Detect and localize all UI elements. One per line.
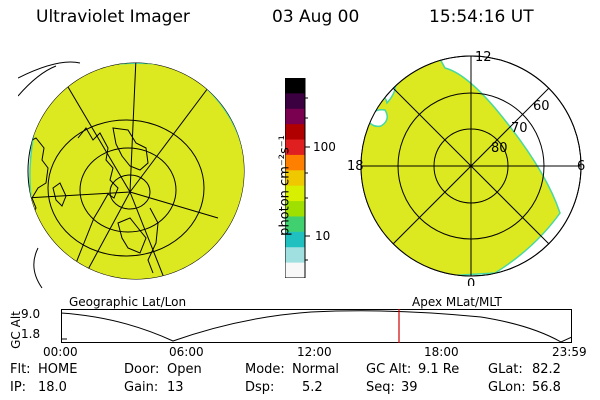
mlt-label-0: 0 bbox=[467, 277, 475, 286]
instrument-title: Ultraviolet Imager bbox=[36, 7, 190, 27]
altitude-plot: GC Alt 9.0 1.8 00:00 06:00 12:00 18:00 2… bbox=[0, 305, 600, 365]
glat-value: 82.2 bbox=[532, 362, 561, 377]
ip-label: IP: bbox=[10, 380, 27, 395]
altitude-xtick-2359: 23:59 bbox=[552, 345, 587, 359]
observation-date: 03 Aug 00 bbox=[272, 7, 360, 27]
colorbar-scale bbox=[284, 77, 310, 279]
altitude-xtick-1200: 12:00 bbox=[297, 345, 332, 359]
altitude-xtick-0000: 00:00 bbox=[43, 345, 78, 359]
gc-alt-value: 9.1 Re bbox=[418, 362, 460, 377]
colorbar-swatch bbox=[285, 78, 305, 94]
colorbar-unit-label: photon cm⁻²s⁻¹ bbox=[277, 135, 293, 236]
colorbar-tick-10: 10 bbox=[315, 229, 331, 243]
flt-value: HOME bbox=[38, 362, 78, 377]
glat-label: GLat: bbox=[488, 362, 523, 377]
altitude-xtick-1800: 18:00 bbox=[424, 345, 459, 359]
mode-label: Mode: bbox=[245, 362, 285, 377]
observation-time: 15:54:16 UT bbox=[429, 7, 534, 27]
colorbar-swatch bbox=[285, 185, 305, 202]
gain-value: 13 bbox=[167, 380, 184, 395]
magnetic-panel-label: Apex MLat/MLT bbox=[412, 295, 502, 309]
glon-label: GLon: bbox=[488, 380, 526, 395]
dayside-arcs bbox=[18, 61, 81, 289]
gain-label: Gain: bbox=[124, 380, 159, 395]
altitude-curve bbox=[61, 310, 572, 343]
mlat-label-60: 60 bbox=[533, 99, 550, 114]
magnetic-image-notch bbox=[366, 108, 388, 128]
colorbar-swatch bbox=[285, 108, 305, 125]
seq-label: Seq: bbox=[366, 380, 395, 395]
altitude-ytick-bottom: 1.8 bbox=[21, 327, 41, 341]
colorbar-swatch bbox=[285, 262, 305, 279]
colorbar-swatch bbox=[285, 170, 305, 187]
mlt-label-18: 18 bbox=[347, 159, 364, 174]
geographic-image-panel bbox=[18, 61, 245, 289]
colorbar-swatch bbox=[285, 247, 305, 264]
geographic-panel-label: Geographic Lat/Lon bbox=[69, 295, 187, 309]
door-value: Open bbox=[167, 362, 202, 377]
colorbar-swatch bbox=[285, 216, 305, 233]
colorbar-swatch bbox=[285, 154, 305, 171]
ip-value: 18.0 bbox=[38, 380, 67, 395]
colorbar-swatch bbox=[285, 201, 305, 217]
seq-value: 39 bbox=[401, 380, 418, 395]
colorbar-tick-100: 100 bbox=[313, 140, 336, 154]
gc-alt-label: GC Alt: bbox=[366, 362, 412, 377]
colorbar-swatch bbox=[285, 93, 305, 110]
mlat-label-70: 70 bbox=[511, 121, 528, 136]
mlat-label-80: 80 bbox=[491, 141, 508, 156]
flt-label: Flt: bbox=[10, 362, 31, 377]
altitude-ytick-top: 9.0 bbox=[21, 307, 41, 321]
glon-value: 56.8 bbox=[532, 380, 561, 395]
colorbar-swatch bbox=[285, 139, 305, 156]
colorbar-swatch bbox=[285, 124, 305, 141]
colorbar: 100 10 bbox=[284, 77, 355, 282]
dsp-label: Dsp: bbox=[245, 380, 275, 395]
door-label: Door: bbox=[124, 362, 160, 377]
magnetic-polar-panel: 12 18 6 0 60 70 80 bbox=[347, 50, 585, 286]
mode-value: Normal bbox=[292, 362, 340, 377]
altitude-xtick-0600: 06:00 bbox=[169, 345, 204, 359]
mlt-label-12: 12 bbox=[475, 50, 492, 65]
mlt-label-6: 6 bbox=[577, 159, 585, 174]
altitude-plot-area bbox=[61, 309, 572, 343]
colorbar-swatch bbox=[285, 231, 305, 248]
magnetic-grid bbox=[360, 55, 582, 277]
dsp-value: 5.2 bbox=[302, 380, 323, 395]
